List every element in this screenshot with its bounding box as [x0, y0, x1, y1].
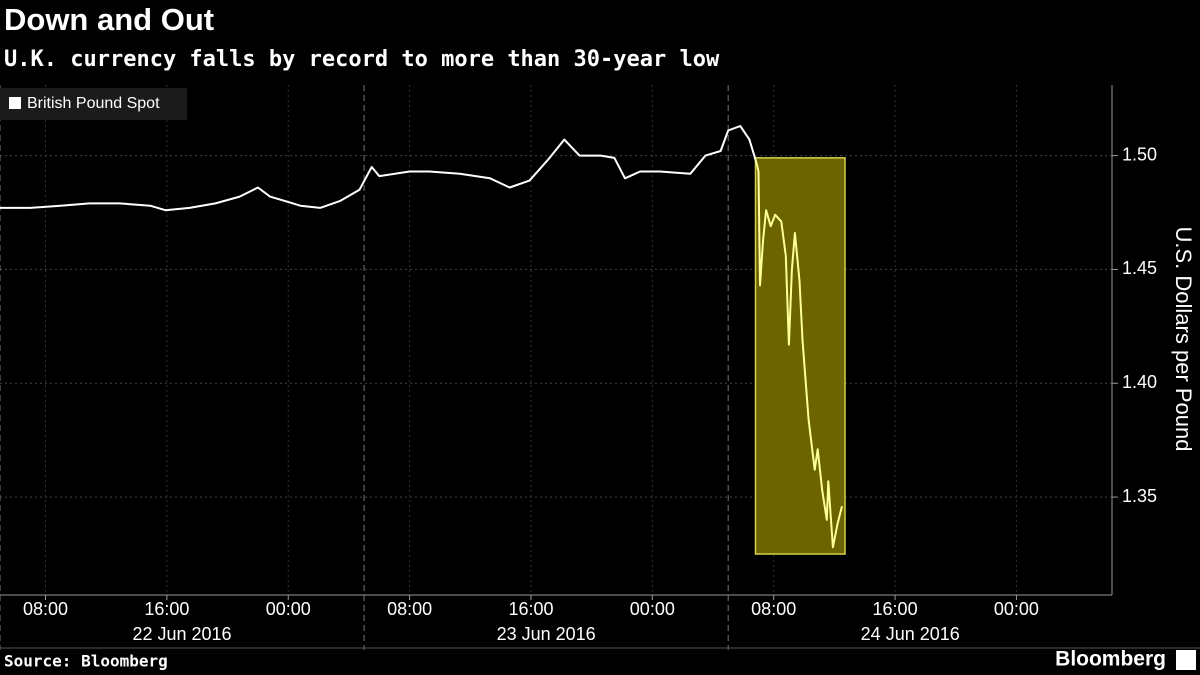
x-tick-label: 00:00: [266, 599, 311, 619]
date-label: 22 Jun 2016: [132, 624, 231, 644]
x-tick-label: 00:00: [994, 599, 1039, 619]
x-tick-label: 00:00: [630, 599, 675, 619]
y-tick-label: 1.45: [1122, 258, 1157, 278]
chart-subtitle: U.K. currency falls by record to more th…: [4, 47, 720, 72]
legend-label: British Pound Spot: [27, 95, 160, 112]
y-tick-label: 1.50: [1122, 144, 1157, 164]
x-tick-label: 08:00: [23, 599, 68, 619]
x-tick-label: 08:00: [387, 599, 432, 619]
y-tick-label: 1.35: [1122, 486, 1157, 506]
price-line: [0, 125, 843, 549]
chart-title: Down and Out: [4, 2, 214, 37]
legend-swatch: [9, 97, 21, 109]
y-axis-label: U.S. Dollars per Pound: [1171, 227, 1196, 452]
date-label: 23 Jun 2016: [497, 624, 596, 644]
brand-icon: [1176, 650, 1196, 670]
source: Source: Bloomberg: [4, 652, 168, 671]
highlight-box: [754, 157, 846, 555]
x-tick-label: 08:00: [751, 599, 796, 619]
x-tick-label: 16:00: [873, 599, 918, 619]
brand: Bloomberg: [1055, 648, 1166, 671]
legend-box: [0, 88, 187, 120]
y-tick-label: 1.40: [1122, 372, 1157, 392]
x-tick-label: 16:00: [144, 599, 189, 619]
x-tick-label: 16:00: [508, 599, 553, 619]
date-label: 24 Jun 2016: [861, 624, 960, 644]
